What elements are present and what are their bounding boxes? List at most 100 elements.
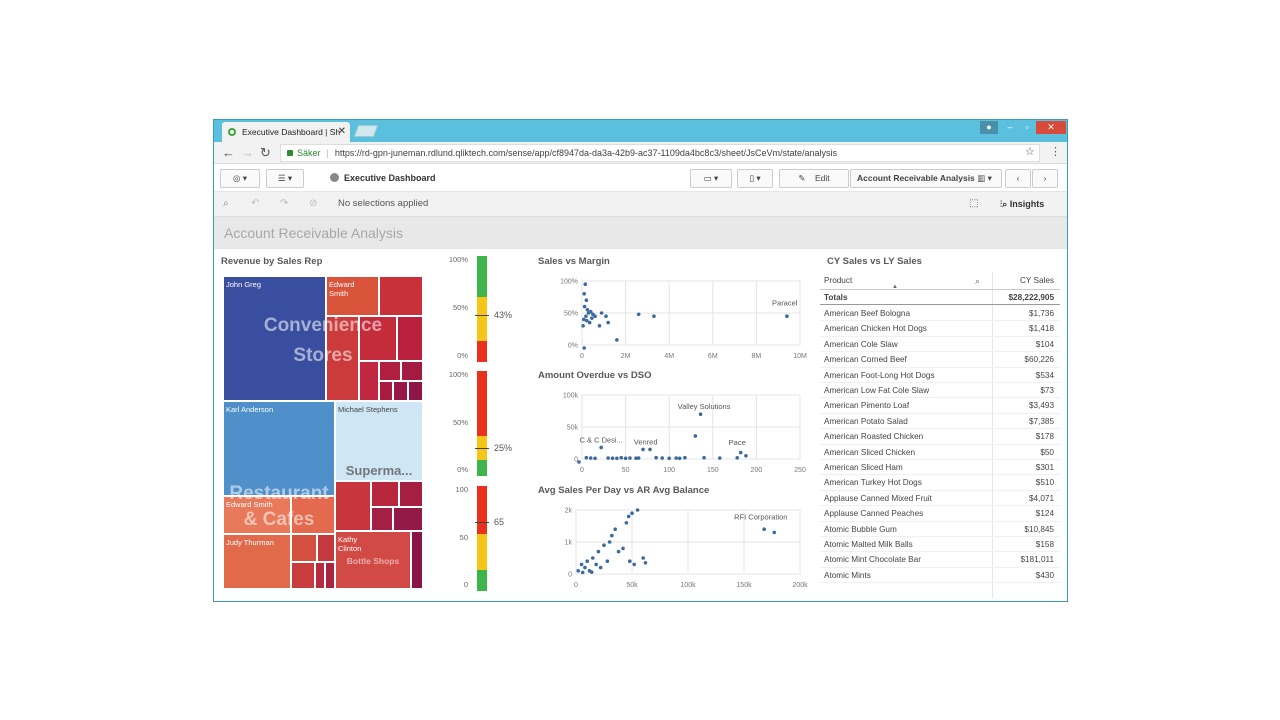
table-row[interactable]: Atomic Bubble Gum $10,845 xyxy=(820,522,1060,537)
treemap-cell-kathy-clinton[interactable]: Kathy Clinton xyxy=(335,531,411,589)
treemap-cell[interactable] xyxy=(315,562,325,589)
scatter-point[interactable] xyxy=(735,456,740,460)
product-cell[interactable]: American Sliced Chicken xyxy=(824,447,916,457)
product-cell[interactable]: American Pimento Loaf xyxy=(824,401,910,411)
scatter-point[interactable] xyxy=(587,320,592,325)
scatter-point[interactable] xyxy=(598,565,603,570)
treemap-cell[interactable] xyxy=(393,507,423,531)
scatter-point[interactable] xyxy=(576,569,581,573)
column-header-cy-sales[interactable]: CY Sales xyxy=(1020,276,1054,285)
scatter-point[interactable] xyxy=(606,320,610,325)
scatter-point[interactable] xyxy=(582,304,587,309)
product-cell[interactable]: American Chicken Hot Dogs xyxy=(824,324,927,334)
table-row[interactable]: American Low Fat Cole Slaw $73 xyxy=(820,383,1060,399)
scatter-point[interactable] xyxy=(580,570,585,575)
treemap-cell-michael-stephens[interactable]: Michael Stephens xyxy=(335,401,423,481)
scatter-point[interactable] xyxy=(584,318,589,323)
treemap-cell-edward-smith[interactable]: Edward Smith xyxy=(326,276,379,316)
scatter-point[interactable] xyxy=(738,450,743,455)
navigation-menu-button[interactable]: ◎ ▾ xyxy=(220,169,260,188)
insights-button[interactable]: ⫶⌕ Insights xyxy=(1000,197,1044,212)
treemap-cell[interactable] xyxy=(359,361,379,401)
table-row[interactable]: American Chicken Hot Dogs $1,418 xyxy=(820,321,1060,337)
scatter-point[interactable] xyxy=(581,324,585,328)
product-cell[interactable]: Applause Canned Peaches xyxy=(824,509,924,519)
scatter-point[interactable] xyxy=(593,314,597,318)
treemap-cell[interactable] xyxy=(371,481,399,507)
scatter-point[interactable] xyxy=(588,456,593,460)
scatter-point[interactable] xyxy=(643,561,648,565)
table-row[interactable]: Atomic Malted Milk Balls $158 xyxy=(820,537,1060,553)
avg-sales-vs-ar-balance-scatter[interactable]: 0 50k 100k 150k 200k 2k 1k 0 RFI Corporation xyxy=(536,500,808,592)
edit-button[interactable]: ✎ Edit xyxy=(779,169,849,188)
scatter-point[interactable] xyxy=(607,540,612,544)
scatter-point[interactable] xyxy=(635,508,640,512)
product-cell[interactable]: American Turkey Hot Dogs xyxy=(824,478,922,488)
scatter-point[interactable] xyxy=(584,314,588,318)
scatter-point[interactable] xyxy=(579,562,584,567)
smart-search-icon[interactable]: ⌕ xyxy=(223,198,229,209)
scatter-point[interactable] xyxy=(660,456,665,460)
scatter-point[interactable] xyxy=(785,314,789,318)
scatter-point[interactable] xyxy=(588,309,593,314)
scatter-point[interactable] xyxy=(597,324,602,328)
scatter-point[interactable] xyxy=(596,549,601,554)
scatter-point[interactable] xyxy=(583,565,587,570)
scatter-point[interactable] xyxy=(621,546,625,551)
scatter-point[interactable] xyxy=(693,434,698,438)
scatter-point[interactable] xyxy=(585,308,590,312)
treemap-cell[interactable] xyxy=(291,562,315,589)
scatter-point[interactable] xyxy=(615,456,619,461)
scatter-point[interactable] xyxy=(589,570,594,574)
scatter-point[interactable] xyxy=(683,455,687,460)
scatter-point[interactable] xyxy=(599,311,604,315)
product-cell[interactable]: American Sliced Ham xyxy=(824,463,903,472)
selection-tool-icon[interactable]: ⬚ xyxy=(969,198,979,209)
scatter-point[interactable] xyxy=(641,447,645,452)
treemap-cell-karl-anderson[interactable]: Karl Anderson xyxy=(223,401,335,496)
table-row[interactable]: Atomic Mint Chocolate Bar $181,011 xyxy=(820,552,1060,568)
scatter-point[interactable] xyxy=(606,456,610,460)
close-window-icon[interactable]: ✕ xyxy=(1036,121,1066,134)
bookmark-button[interactable]: ▯ ▾ xyxy=(737,169,773,188)
scatter-point[interactable] xyxy=(677,456,682,461)
scatter-point[interactable] xyxy=(648,447,652,452)
previous-sheet-button[interactable]: ‹ xyxy=(1005,169,1031,188)
scatter-point[interactable] xyxy=(744,454,748,458)
table-row[interactable]: American Sliced Chicken $50 xyxy=(820,445,1060,460)
sales-vs-margin-scatter[interactable]: 0 2M 4M 6M 8M 10M 100% 50% 0% Paracel xyxy=(536,271,808,363)
scatter-point[interactable] xyxy=(610,533,614,538)
product-cell[interactable]: Atomic Bubble Gum xyxy=(824,524,897,534)
table-row[interactable]: Applause Canned Mixed Fruit $4,071 xyxy=(820,491,1060,507)
scatter-point[interactable] xyxy=(674,456,678,460)
scatter-point[interactable] xyxy=(602,543,606,547)
next-sheet-button[interactable]: › xyxy=(1032,169,1058,188)
scatter-point[interactable] xyxy=(630,511,634,515)
url-field[interactable]: Säker | https://rd-gpn-juneman.rdlund.qlik… xyxy=(280,144,1040,162)
reload-icon[interactable]: ↻ xyxy=(260,145,271,160)
scatter-point[interactable] xyxy=(772,530,777,535)
treemap-cell[interactable] xyxy=(408,381,423,401)
scatter-point[interactable] xyxy=(627,559,632,563)
cy-vs-ly-sales-table[interactable]: Product ⌕ ▲ CY Sales Totals $28,222,905 … xyxy=(820,272,1060,598)
product-cell[interactable]: American Potato Salad xyxy=(824,416,908,426)
scatter-point[interactable] xyxy=(591,556,595,560)
scatter-point[interactable] xyxy=(626,514,631,519)
tab-close-icon[interactable]: ✕ xyxy=(337,126,346,137)
scatter-point[interactable] xyxy=(619,455,624,460)
product-cell[interactable]: American Cole Slaw xyxy=(824,339,898,349)
maximize-icon[interactable]: ▫ xyxy=(1025,122,1029,132)
step-forward-icon[interactable]: ↷ xyxy=(280,198,289,209)
product-cell[interactable]: American Roasted Chicken xyxy=(824,432,924,442)
scatter-point[interactable] xyxy=(623,456,628,461)
treemap-cell[interactable] xyxy=(371,507,393,531)
scatter-point[interactable] xyxy=(654,455,658,460)
new-tab-button[interactable] xyxy=(353,125,379,137)
scatter-point[interactable] xyxy=(584,298,589,302)
scatter-point[interactable] xyxy=(616,549,621,554)
table-row[interactable]: American Corned Beef $60,226 xyxy=(820,352,1060,368)
back-arrow-icon[interactable]: ← xyxy=(222,145,235,160)
browser-tab-executive-dashboard[interactable]: Executive Dashboard | Sh ✕ xyxy=(222,122,350,142)
scatter-point[interactable] xyxy=(604,314,608,318)
table-row[interactable]: American Pimento Loaf $3,493 xyxy=(820,398,1060,414)
